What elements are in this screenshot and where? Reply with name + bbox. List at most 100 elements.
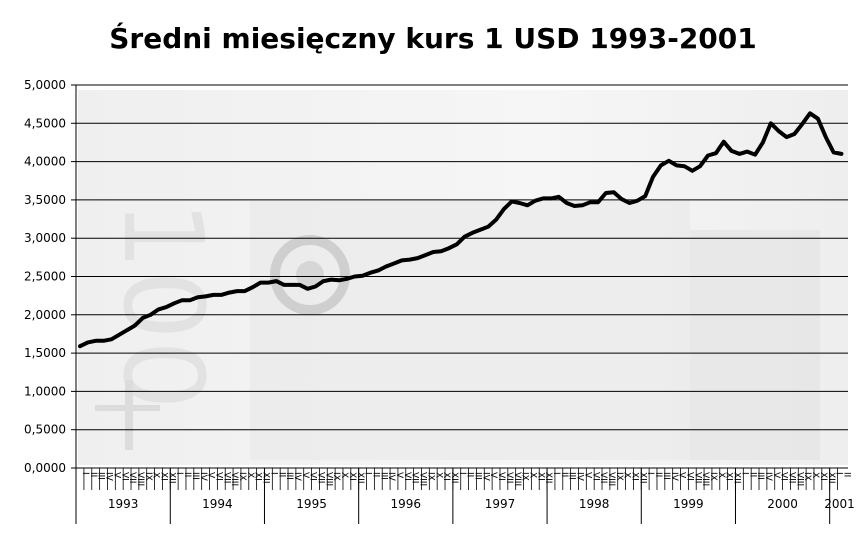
y-axis-ticks: 0,0000 0,5000 1,0000 1,5000 2,0000 2,5000 3,00…	[24, 78, 76, 475]
x-tick-label: VI	[213, 472, 223, 481]
x-tick-label: IV	[669, 472, 679, 482]
x-tick-label: V	[488, 472, 498, 479]
x-tick-label: IV	[575, 472, 585, 482]
x-tick-label: VII	[316, 472, 326, 483]
x-tick-label: XII	[166, 472, 176, 483]
year-label: 1996	[391, 497, 422, 511]
x-tick-label: XI	[724, 472, 734, 481]
x-tick-label: VI	[402, 472, 412, 481]
x-tick-label: IV	[104, 472, 114, 482]
x-tick-label: V	[300, 472, 310, 479]
x-tick-label: II	[370, 472, 380, 477]
x-tick-label: X	[716, 472, 726, 478]
x-tick-label: IV	[763, 472, 773, 482]
x-tick-label: II	[653, 472, 663, 477]
x-tick-label: XI	[535, 472, 545, 481]
x-tick-label: II	[276, 472, 286, 477]
x-tick-label: V	[394, 472, 404, 479]
x-tick-label: III	[378, 472, 388, 480]
x-tick-label: VI	[308, 472, 318, 481]
x-tick-label: XI	[630, 472, 640, 481]
x-tick-label: V	[771, 472, 781, 479]
year-label: 2000	[767, 497, 798, 511]
x-tick-label: V	[111, 472, 121, 479]
year-label: 1997	[485, 497, 516, 511]
y-tick-label: 3,5000	[24, 193, 66, 207]
x-tick-label: VIII	[606, 472, 616, 486]
x-tick-label: IV	[386, 472, 396, 482]
x-tick-label: X	[622, 472, 632, 478]
x-tick-label: IV	[480, 472, 490, 482]
y-tick-label: 2,0000	[24, 308, 66, 322]
year-label: 1999	[673, 497, 704, 511]
x-tick-label: I	[80, 472, 90, 475]
x-tick-label: X	[810, 472, 820, 478]
y-tick-label: 2,5000	[24, 270, 66, 284]
x-tick-label: VI	[590, 472, 600, 481]
x-tick-label: IX	[520, 472, 530, 481]
x-tick-label: VI	[119, 472, 129, 481]
x-tick-label: I	[739, 472, 749, 475]
x-tick-label: V	[677, 472, 687, 479]
x-tick-label: VIII	[512, 472, 522, 486]
x-tick-label: VI	[779, 472, 789, 481]
year-label: 1993	[108, 497, 139, 511]
x-tick-label: VII	[598, 472, 608, 483]
x-tick-label: XII	[355, 472, 365, 483]
x-tick-label: II	[559, 472, 569, 477]
x-tick-label: I	[174, 472, 184, 475]
x-tick-label: X	[245, 472, 255, 478]
x-tick-label: I	[645, 472, 655, 475]
year-label: 1998	[579, 497, 610, 511]
year-label: 1994	[202, 497, 233, 511]
x-tick-label: VIII	[700, 472, 710, 486]
x-tick-label: III	[661, 472, 671, 480]
x-tick-label: XI	[159, 472, 169, 481]
year-label: 2001	[824, 497, 855, 511]
y-tick-label: 3,0000	[24, 231, 66, 245]
x-tick-label: XII	[261, 472, 271, 483]
x-tick-label: III	[473, 472, 483, 480]
x-tick-label: II	[182, 472, 192, 477]
year-label: 1995	[296, 497, 327, 511]
x-tick-label: XI	[441, 472, 451, 481]
x-tick-label: VII	[221, 472, 231, 483]
x-tick-label: XII	[449, 472, 459, 483]
x-tick-label: II	[88, 472, 98, 477]
x-tick-label: IX	[331, 472, 341, 481]
x-tick-label: III	[96, 472, 106, 480]
x-tick-label: XI	[818, 472, 828, 481]
x-tick-label: IX	[143, 472, 153, 481]
x-tick-label: XI	[253, 472, 263, 481]
x-tick-label: XII	[826, 472, 836, 483]
x-tick-label: VIII	[418, 472, 428, 486]
x-tick-label: III	[190, 472, 200, 480]
x-tick-label: XII	[637, 472, 647, 483]
x-axis-ticks: IIIIIIIVVVIVIIVIIIIXXXIXIIIIIIIIIVVVIVII…	[75, 468, 855, 524]
x-tick-label: IX	[425, 472, 435, 481]
x-tick-label: IX	[237, 472, 247, 481]
x-tick-label: VIII	[135, 472, 145, 486]
x-tick-label: X	[151, 472, 161, 478]
x-tick-label: IX	[614, 472, 624, 481]
x-tick-label: X	[339, 472, 349, 478]
x-tick-label: V	[582, 472, 592, 479]
x-tick-label: II	[747, 472, 757, 477]
x-tick-label: II	[841, 472, 851, 477]
x-tick-label: VII	[410, 472, 420, 483]
x-tick-label: II	[465, 472, 475, 477]
series-line	[78, 111, 844, 349]
x-tick-label: VII	[127, 472, 137, 483]
x-tick-label: VIII	[229, 472, 239, 486]
y-tick-label: 1,5000	[24, 346, 66, 360]
x-tick-label: I	[363, 472, 373, 475]
x-tick-label: I	[268, 472, 278, 475]
x-tick-label: III	[284, 472, 294, 480]
y-tick-label: 5,0000	[24, 78, 66, 92]
x-tick-label: III	[567, 472, 577, 480]
x-tick-label: XII	[543, 472, 553, 483]
x-tick-label: XII	[732, 472, 742, 483]
x-tick-label: IV	[198, 472, 208, 482]
